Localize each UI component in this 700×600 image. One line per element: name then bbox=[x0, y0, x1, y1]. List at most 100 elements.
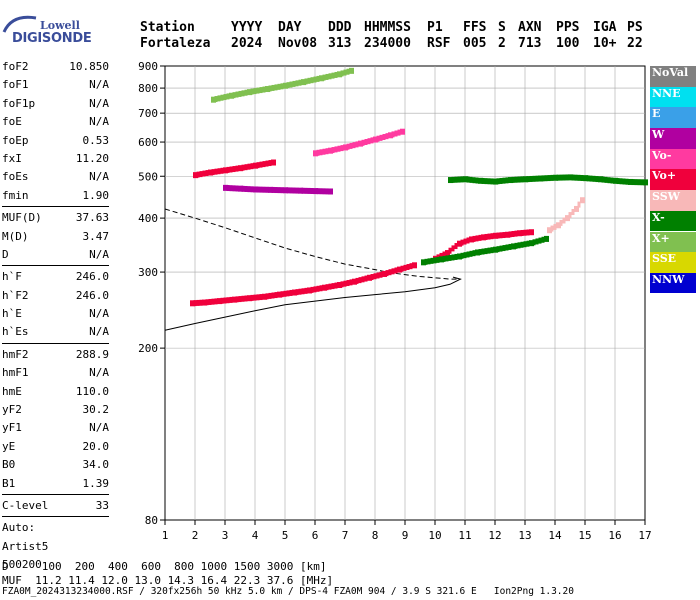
x-tick-label: 5 bbox=[282, 529, 289, 542]
echo-point bbox=[319, 285, 323, 292]
echo-point bbox=[220, 167, 224, 174]
echo-point bbox=[229, 92, 234, 99]
echo-point bbox=[376, 135, 380, 142]
echo-point bbox=[574, 205, 579, 212]
echo-point bbox=[457, 240, 462, 247]
header-value-0: Fortaleza bbox=[140, 36, 211, 51]
echo-point bbox=[214, 298, 218, 305]
echo-point bbox=[469, 250, 473, 257]
echo-point bbox=[214, 96, 218, 103]
header-label-9: PPS bbox=[556, 20, 580, 35]
echo-point bbox=[241, 90, 245, 97]
param-row: M(D) 3.47 bbox=[2, 228, 109, 246]
echo-point bbox=[262, 293, 267, 300]
echo-point bbox=[562, 174, 566, 181]
param-name: h`E bbox=[2, 307, 22, 321]
echo-point bbox=[520, 241, 524, 248]
param-row: foF1 N/A bbox=[2, 76, 109, 94]
echo-point bbox=[271, 186, 275, 193]
echo-point bbox=[529, 175, 533, 182]
footer-distance-row: D 100 200 400 600 800 1000 1500 3000 [km… bbox=[2, 560, 327, 573]
param-value: 33 bbox=[95, 498, 109, 512]
echo-point bbox=[334, 146, 338, 153]
echo-point bbox=[361, 139, 365, 146]
echo-point bbox=[250, 88, 254, 95]
echo-point bbox=[583, 175, 588, 182]
echo-point bbox=[559, 219, 563, 226]
trace-6 bbox=[211, 67, 354, 103]
echo-point bbox=[214, 168, 218, 175]
param-name: B1 bbox=[2, 476, 16, 490]
param-row: yF1 N/A bbox=[2, 419, 109, 437]
echo-point bbox=[478, 234, 482, 241]
echo-point bbox=[274, 187, 278, 194]
param-name: foEs bbox=[2, 170, 29, 184]
legend-item-w: W bbox=[650, 128, 696, 149]
echo-point bbox=[385, 270, 389, 277]
echo-point bbox=[550, 225, 554, 232]
echo-point bbox=[337, 71, 342, 78]
echo-point bbox=[508, 231, 512, 238]
echo-point bbox=[280, 291, 284, 298]
x-tick-label: 11 bbox=[458, 529, 471, 542]
echo-point bbox=[190, 300, 195, 307]
echo-point bbox=[580, 197, 585, 204]
echo-point bbox=[358, 140, 363, 147]
echo-point bbox=[232, 166, 236, 173]
x-tick-label: 14 bbox=[548, 529, 562, 542]
param-row: h`E N/A bbox=[2, 305, 109, 323]
param-row: foEp 0.53 bbox=[2, 132, 109, 150]
echo-point bbox=[442, 255, 446, 262]
footer-muf-table: D 100 200 400 600 800 1000 1500 3000 [km… bbox=[2, 560, 333, 587]
header-label-3: DDD bbox=[328, 20, 352, 35]
logo-text-lowell: Lowell bbox=[40, 19, 80, 32]
param-row: h`F2 246.0 bbox=[2, 287, 109, 305]
params-separator bbox=[2, 265, 109, 267]
param-name: fxI bbox=[2, 151, 22, 165]
header-label-2: DAY bbox=[278, 20, 302, 35]
echo-point bbox=[340, 70, 344, 77]
echo-point bbox=[268, 186, 273, 193]
echo-point bbox=[577, 201, 581, 208]
echo-point bbox=[286, 82, 290, 89]
param-value: N/A bbox=[89, 366, 109, 380]
echo-point bbox=[298, 79, 302, 86]
param-name: hmF2 bbox=[2, 347, 29, 361]
echo-point bbox=[211, 96, 216, 103]
x-tick-label: 15 bbox=[578, 529, 591, 542]
echo-point bbox=[292, 80, 296, 87]
x-tick-label: 8 bbox=[372, 529, 379, 542]
echo-point bbox=[241, 164, 245, 171]
param-name: foE bbox=[2, 115, 22, 129]
echo-point bbox=[295, 187, 299, 194]
echo-point bbox=[538, 237, 542, 244]
echo-point bbox=[526, 176, 530, 183]
echo-point bbox=[199, 299, 203, 306]
echo-point bbox=[325, 73, 329, 80]
header-label-1: YYYY bbox=[231, 20, 263, 35]
echo-point bbox=[460, 239, 464, 246]
echo-point bbox=[574, 174, 578, 181]
echo-point bbox=[316, 285, 320, 292]
echo-point bbox=[277, 291, 282, 298]
param-value: N/A bbox=[89, 115, 109, 129]
param-name: B0 bbox=[2, 458, 16, 472]
echo-point bbox=[280, 187, 284, 194]
echo-point bbox=[454, 176, 458, 183]
echo-point bbox=[448, 247, 452, 254]
echo-point bbox=[463, 238, 467, 245]
echo-point bbox=[478, 249, 482, 256]
echo-point bbox=[226, 93, 230, 100]
echo-point bbox=[484, 178, 488, 185]
x-tick-label: 6 bbox=[312, 529, 319, 542]
trace-8 bbox=[448, 174, 648, 186]
param-row: foEs N/A bbox=[2, 168, 109, 186]
header-label-6: FFS bbox=[463, 20, 487, 35]
echo-point bbox=[382, 134, 386, 141]
legend-item-x-: X+ bbox=[650, 231, 696, 252]
param-row: foF1p N/A bbox=[2, 95, 109, 113]
param-value: 1.90 bbox=[82, 188, 110, 202]
echo-point bbox=[253, 162, 258, 169]
echo-point bbox=[610, 177, 614, 184]
echo-point bbox=[640, 179, 644, 186]
